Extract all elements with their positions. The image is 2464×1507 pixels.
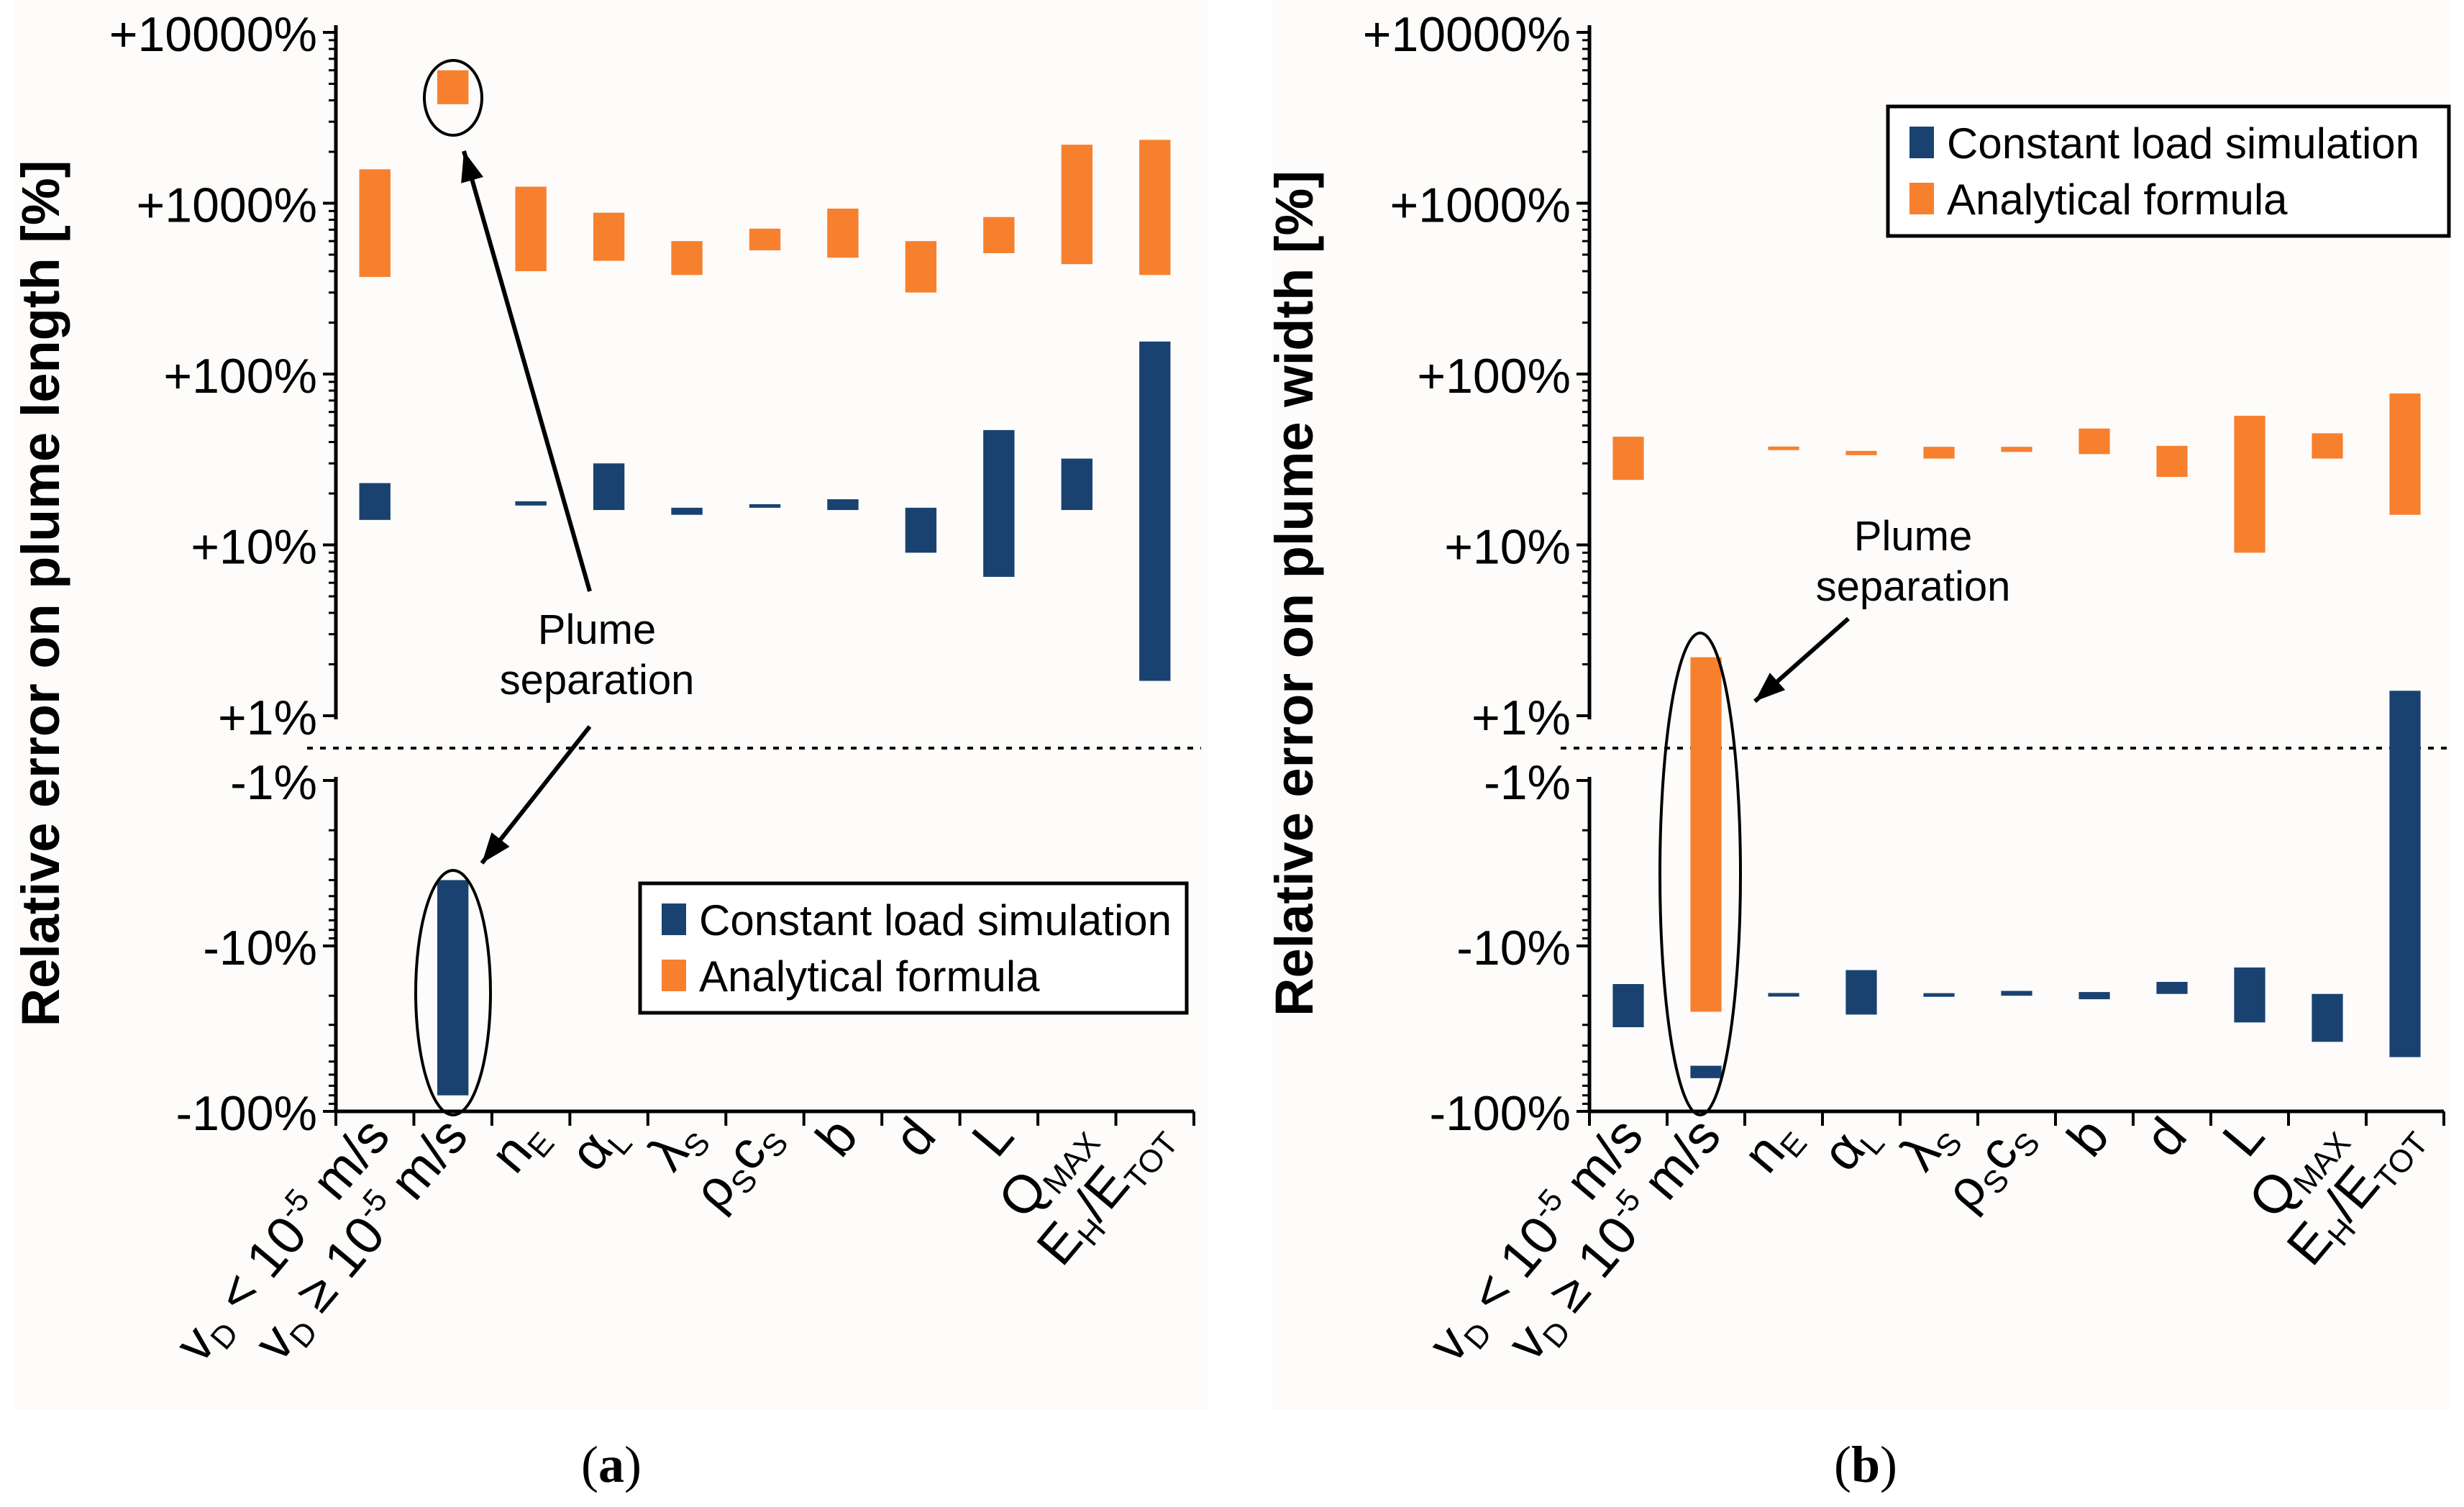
- bar-analytical: [749, 228, 781, 250]
- bar-analytical: [2389, 393, 2421, 515]
- annotation-label: Plume: [1854, 513, 1972, 560]
- bar-analytical: [2312, 433, 2343, 459]
- bar-analytical: [2156, 445, 2188, 477]
- bar-analytical: [1923, 447, 1955, 459]
- legend: Constant load simulation Analytical formu…: [638, 881, 1189, 1015]
- legend-box: [638, 881, 1189, 1015]
- bar-constant-load: [1923, 993, 1955, 997]
- arrow-head: [461, 151, 483, 183]
- bar-analytical: [671, 241, 703, 276]
- y-tick-label: -1%: [230, 755, 317, 810]
- chart-panel-a: +1% +10% +100% +1000% +10000% -1% -10% -100% Rel…: [11, 0, 1208, 1493]
- bar-constant-load: [1690, 1065, 1722, 1078]
- y-tick-label: +100%: [163, 349, 317, 404]
- bar-constant-load: [2312, 993, 2343, 1042]
- bar-analytical: [2234, 415, 2265, 553]
- bar-constant-load: [905, 507, 937, 553]
- legend-label: Analytical formula: [1947, 176, 2288, 224]
- annotation-label: separation: [1816, 563, 2011, 610]
- y-tick-label: -10%: [203, 921, 317, 975]
- bar-analytical: [2079, 428, 2110, 455]
- bar-analytical: [983, 217, 1015, 253]
- annotation-label: separation: [500, 657, 695, 704]
- legend-swatch: [1909, 183, 1934, 214]
- bar-constant-load: [1061, 458, 1093, 511]
- bar-analytical: [359, 169, 391, 278]
- y-tick-label: -1%: [1484, 755, 1571, 810]
- y-tick-label: +10000%: [1363, 7, 1571, 62]
- legend-swatch: [1909, 127, 1934, 158]
- highlight-ellipse: [1658, 632, 1742, 1116]
- bar-analytical: [1612, 437, 1644, 481]
- y-tick-label: -100%: [175, 1086, 317, 1141]
- y-tick-label: +1%: [218, 691, 317, 745]
- bar-constant-load: [749, 504, 781, 508]
- y-tick-label: +10000%: [109, 7, 317, 62]
- y-tick-label: +1%: [1471, 691, 1571, 745]
- legend-label: Constant load simulation: [1947, 119, 2419, 168]
- arrow-head: [482, 832, 510, 863]
- legend-box: [1886, 104, 2451, 238]
- bar-analytical: [905, 241, 937, 293]
- y-tick-label: -10%: [1456, 921, 1571, 975]
- arrow-head: [1755, 673, 1786, 701]
- legend-label: Analytical formula: [699, 952, 1040, 1001]
- annotation-arrow: [462, 150, 592, 592]
- bar-constant-load: [827, 499, 859, 511]
- bar-constant-load: [671, 507, 703, 515]
- bar-constant-load: [2079, 992, 2110, 1000]
- bar-analytical: [593, 212, 625, 261]
- highlight-ellipse: [414, 869, 492, 1116]
- bar-constant-load: [359, 483, 391, 520]
- legend-label: Constant load simulation: [699, 896, 1172, 944]
- y-tick-label: +100%: [1417, 349, 1571, 404]
- y-tick-label: +10%: [191, 520, 317, 575]
- bar-constant-load: [1768, 993, 1799, 997]
- bar-constant-load: [515, 501, 547, 506]
- chart-panel-b: +1% +10% +100% +1000% +10000% -1% -10% -100% Rel…: [1264, 0, 2451, 1493]
- bar-analytical: [1139, 140, 1171, 276]
- bar-analytical: [1845, 450, 1877, 455]
- legend: Constant load simulation Analytical formu…: [1886, 104, 2451, 238]
- bar-constant-load: [1845, 970, 1877, 1015]
- bar-analytical: [515, 186, 547, 272]
- y-axis-title: Relative error on plume length [%]: [11, 160, 70, 1027]
- bar-constant-load: [2001, 991, 2032, 996]
- bar-analytical: [1690, 657, 1722, 1012]
- bar-constant-load: [1612, 984, 1644, 1028]
- y-tick-label: +1000%: [1390, 178, 1571, 233]
- y-tick-label: +10%: [1444, 520, 1571, 575]
- highlight-ellipse: [423, 59, 483, 137]
- legend-swatch: [662, 903, 686, 935]
- bar-constant-load: [2156, 982, 2188, 994]
- y-tick-label: +1000%: [137, 178, 317, 233]
- bar-constant-load: [2234, 967, 2265, 1023]
- bar-constant-load: [2389, 691, 2421, 1057]
- bar-constant-load: [593, 463, 625, 511]
- y-axis-title: Relative error on plume width [%]: [1264, 170, 1324, 1016]
- bar-constant-load: [1139, 341, 1171, 681]
- bar-analytical: [1768, 446, 1799, 450]
- y-tick-label: -100%: [1429, 1086, 1571, 1141]
- bar-constant-load: [437, 880, 469, 1096]
- annotation-label: Plume: [538, 606, 656, 653]
- bar-analytical: [1061, 145, 1093, 265]
- bar-analytical: [437, 70, 469, 104]
- panel-caption: (b): [1834, 1436, 1897, 1493]
- bar-analytical: [2001, 447, 2032, 452]
- panel-caption: (a): [581, 1436, 642, 1493]
- bar-constant-load: [983, 429, 1015, 577]
- legend-swatch: [662, 960, 686, 991]
- bar-analytical: [827, 208, 859, 258]
